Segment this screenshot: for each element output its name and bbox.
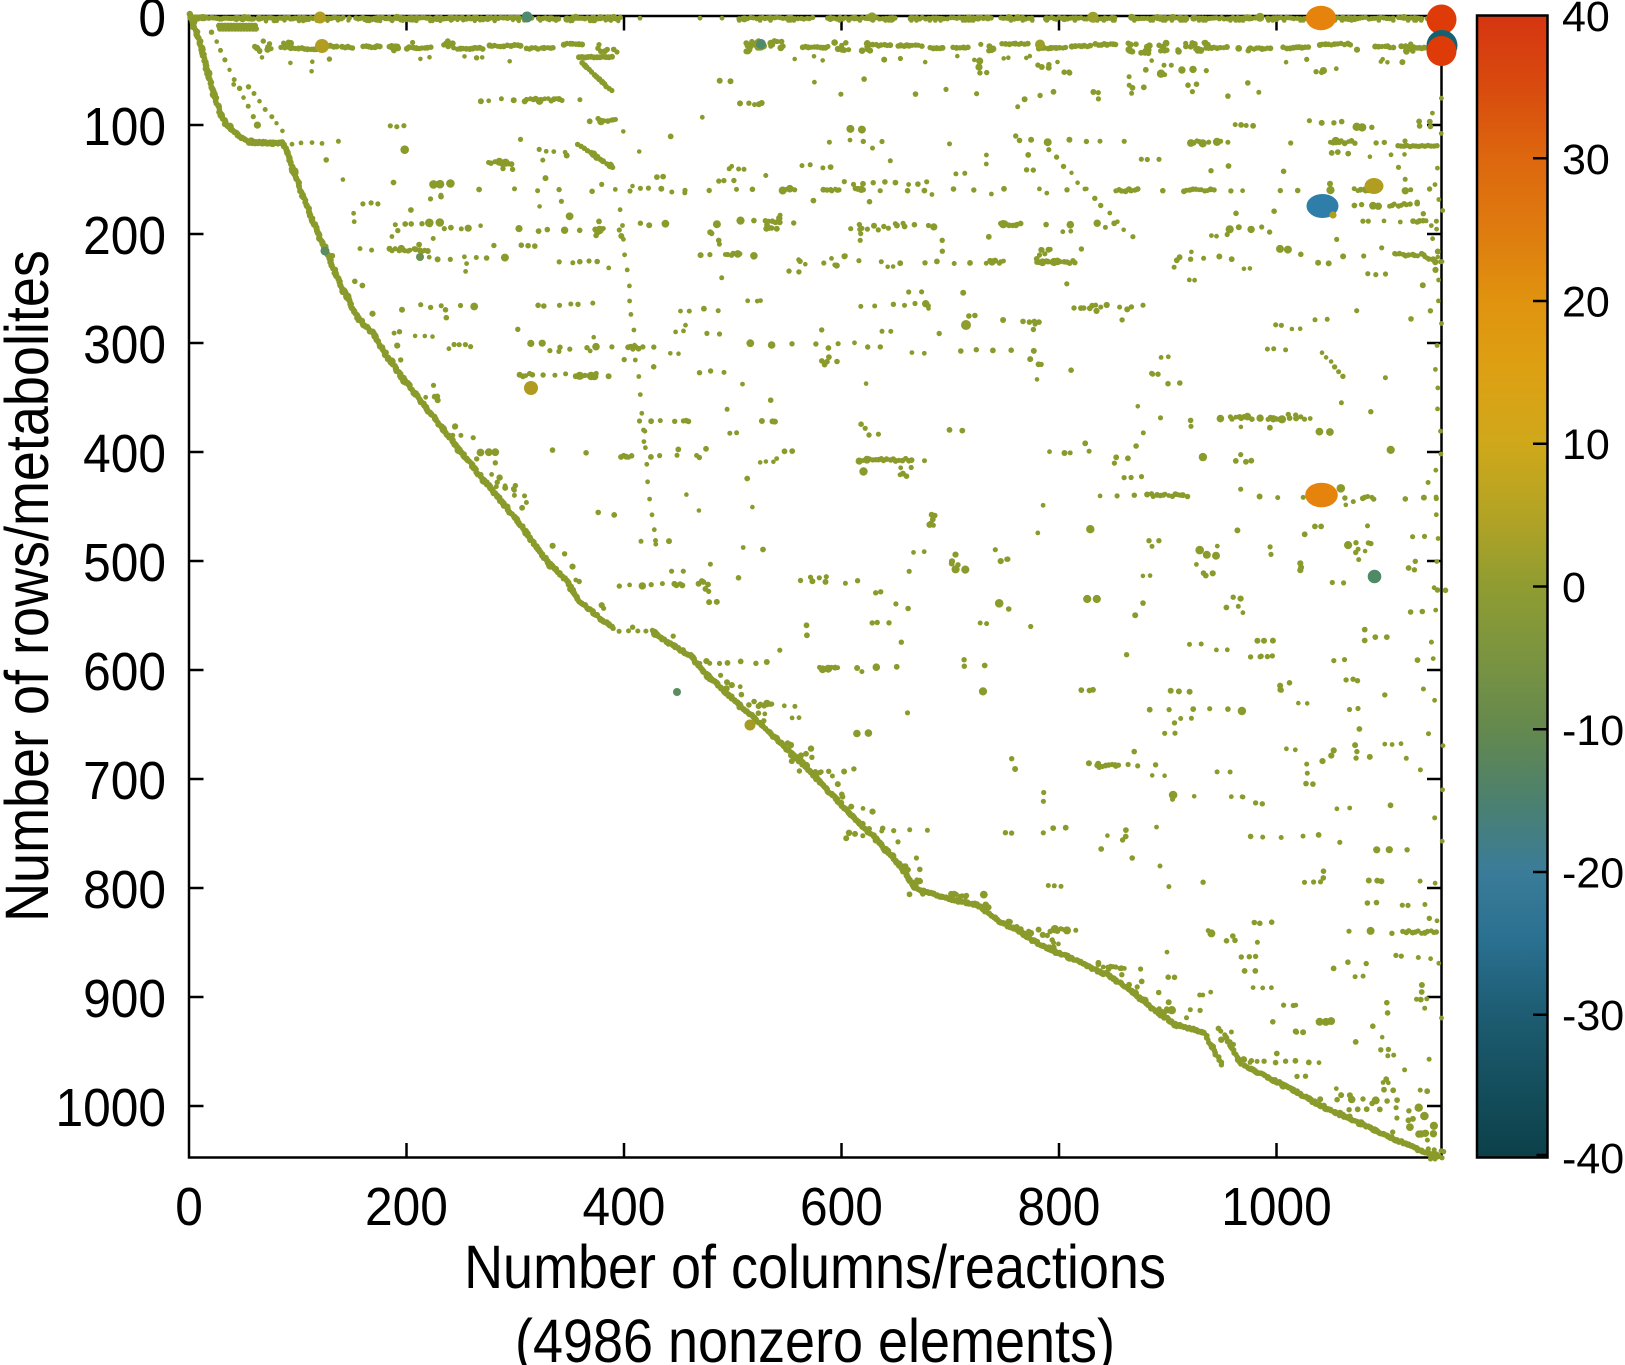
svg-text:-10: -10 (1562, 707, 1624, 755)
svg-text:0: 0 (138, 0, 166, 47)
svg-text:(4986 nonzero elements): (4986 nonzero elements) (515, 1308, 1115, 1365)
svg-text:-40: -40 (1562, 1135, 1624, 1183)
svg-text:100: 100 (83, 96, 166, 156)
svg-text:800: 800 (1018, 1176, 1101, 1236)
svg-text:400: 400 (583, 1176, 666, 1236)
svg-text:200: 200 (83, 205, 166, 265)
svg-text:400: 400 (83, 423, 166, 483)
svg-text:20: 20 (1562, 279, 1610, 327)
svg-text:200: 200 (365, 1176, 448, 1236)
svg-text:Number of rows/metabolites: Number of rows/metabolites (0, 250, 62, 922)
svg-text:300: 300 (83, 314, 166, 374)
svg-text:-20: -20 (1562, 850, 1624, 898)
svg-text:-30: -30 (1562, 992, 1624, 1040)
svg-text:500: 500 (83, 532, 166, 592)
svg-text:1000: 1000 (1221, 1176, 1332, 1236)
svg-text:600: 600 (83, 641, 166, 701)
svg-text:800: 800 (83, 859, 166, 919)
svg-text:1000: 1000 (55, 1077, 166, 1137)
svg-text:30: 30 (1562, 136, 1610, 184)
svg-text:0: 0 (1562, 564, 1586, 612)
svg-text:40: 40 (1562, 0, 1610, 41)
svg-text:Number of columns/reactions: Number of columns/reactions (464, 1234, 1166, 1302)
svg-text:600: 600 (800, 1176, 883, 1236)
svg-text:0: 0 (175, 1176, 203, 1236)
svg-text:10: 10 (1562, 421, 1610, 469)
svg-text:900: 900 (83, 968, 166, 1028)
svg-text:700: 700 (83, 750, 166, 810)
